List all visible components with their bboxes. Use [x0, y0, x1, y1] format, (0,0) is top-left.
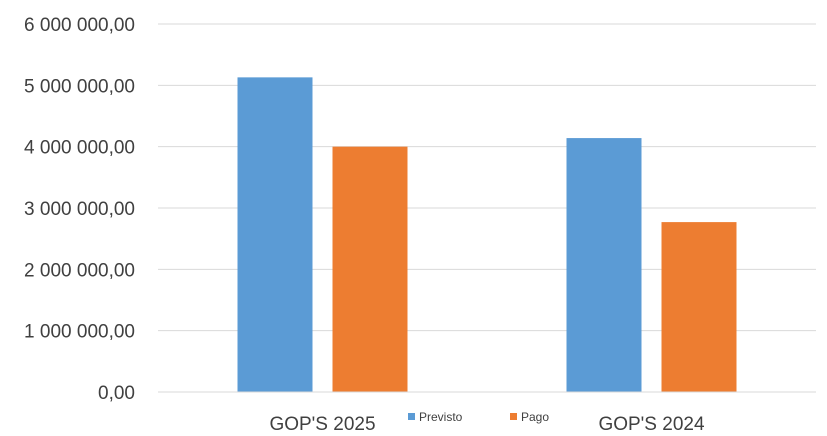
legend-swatch-pago: [510, 413, 517, 420]
y-axis-tick-labels: 0,00 1 000 000,00 2 000 000,00 3 000 000,00…: [24, 15, 135, 404]
y-tick-label: 0,00: [98, 383, 135, 404]
x-category-label: GOP'S 2025: [269, 414, 375, 435]
bar-previsto-0: [237, 77, 313, 393]
bar-pago-0: [332, 146, 408, 392]
legend: Previsto Pago: [408, 410, 549, 424]
bars: [237, 77, 737, 393]
x-category-label: GOP'S 2024: [598, 414, 705, 435]
legend-swatch-previsto: [408, 413, 415, 420]
y-tick-label: 4 000 000,00: [24, 138, 135, 159]
legend-label-previsto: Previsto: [419, 410, 463, 424]
y-tick-label: 5 000 000,00: [24, 76, 135, 97]
bar-previsto-1: [566, 138, 642, 392]
y-tick-label: 3 000 000,00: [24, 199, 135, 220]
y-tick-label: 2 000 000,00: [24, 260, 135, 281]
y-tick-label: 6 000 000,00: [24, 15, 135, 36]
bar-pago-1: [661, 222, 737, 392]
x-axis-category-labels: GOP'S 2025 GOP'S 2024: [269, 414, 705, 435]
y-tick-label: 1 000 000,00: [24, 322, 135, 343]
legend-label-pago: Pago: [521, 410, 549, 424]
